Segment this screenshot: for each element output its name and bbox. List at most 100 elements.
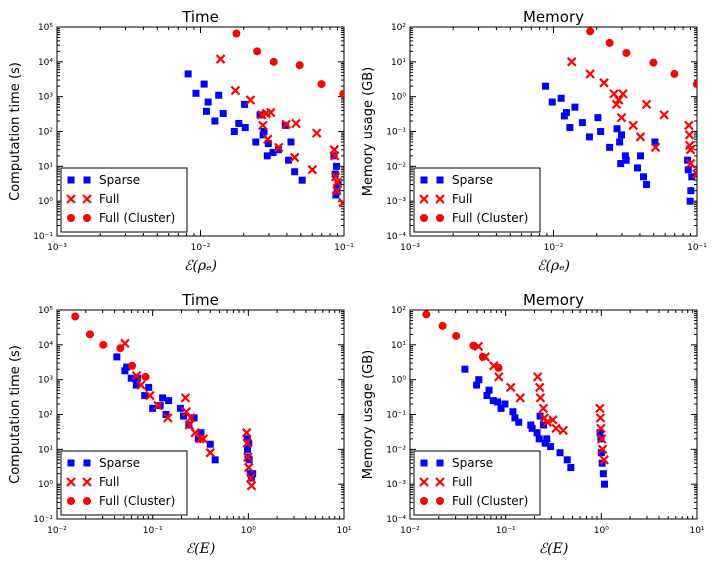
legend-entry: Full — [99, 475, 120, 489]
data-points — [71, 312, 257, 491]
legend-marker-x — [82, 194, 92, 204]
y-tick-label: 10⁻² — [386, 162, 406, 172]
data-point-square — [651, 138, 659, 146]
x-tick-label: 10⁻¹ — [496, 526, 516, 536]
y-axis-label: Computation time (s) — [8, 345, 23, 484]
y-tick-label: 10⁻¹ — [33, 232, 53, 242]
legend-entry: Sparse — [99, 173, 140, 187]
legend-marker-circle — [420, 214, 428, 222]
legend-marker-square — [436, 459, 444, 467]
x-tick-label: 10⁻² — [400, 526, 420, 536]
data-point-square — [567, 464, 575, 472]
data-point-square — [332, 191, 340, 199]
x-tick-label: 10⁰ — [594, 526, 609, 536]
legend-marker-x — [419, 194, 429, 204]
data-point-x — [595, 413, 606, 423]
data-point-circle — [469, 341, 478, 350]
y-tick-label: 10⁻⁴ — [386, 232, 406, 242]
series-full-cluster — [71, 312, 150, 381]
y-tick-label: 10⁰ — [38, 480, 53, 490]
data-point-square — [202, 107, 210, 115]
data-point-square — [194, 435, 202, 443]
chart-title: Time — [181, 291, 219, 309]
data-point-square — [333, 162, 341, 170]
y-tick-label: 10¹ — [391, 58, 406, 68]
data-point-x — [596, 423, 606, 434]
data-points — [542, 27, 697, 205]
data-point-square — [197, 429, 205, 437]
data-point-x — [618, 89, 628, 99]
data-point-circle — [295, 61, 304, 70]
series-full-cluster — [422, 310, 503, 372]
data-point-circle — [692, 80, 697, 89]
data-point-square — [331, 170, 339, 178]
y-tick-label: 10⁻³ — [386, 480, 406, 490]
data-point-square — [156, 402, 164, 410]
legend-marker-circle — [67, 214, 75, 222]
data-point-circle — [116, 344, 125, 353]
data-point-circle — [71, 312, 80, 321]
data-point-x — [153, 400, 163, 411]
data-point-x — [597, 444, 608, 455]
data-point-square — [643, 181, 651, 189]
data-point-x — [338, 197, 344, 208]
data-point-circle — [670, 69, 679, 78]
data-point-square — [542, 82, 550, 90]
data-point-square — [515, 418, 523, 426]
data-point-square — [211, 117, 219, 125]
data-point-circle — [605, 38, 614, 47]
x-tick-label: 10⁻¹ — [143, 526, 163, 536]
data-point-x — [551, 423, 561, 434]
data-point-square — [566, 124, 574, 132]
data-point-square — [494, 398, 502, 406]
data-point-square — [184, 70, 192, 78]
chart-panel-1: 10⁻³ 10⁻² 10⁻¹ 10⁻¹ 10⁰ 10¹ 10² 10³ 10⁴ 10⁵ Time ℰ(… — [8, 8, 354, 274]
legend-entry: Full (Cluster) — [452, 211, 528, 225]
data-point-x — [245, 95, 256, 105]
data-point-x — [532, 372, 543, 382]
data-point-x — [635, 132, 646, 142]
data-point-x — [198, 434, 209, 444]
data-point-x — [641, 99, 652, 110]
data-point-square — [285, 156, 293, 164]
data-point-x — [628, 120, 638, 131]
data-point-x — [241, 427, 252, 438]
data-point-square — [219, 109, 227, 117]
series-full-cluster — [232, 29, 344, 98]
data-point-x — [505, 382, 516, 393]
data-point-square — [547, 443, 555, 451]
data-point-square — [230, 128, 238, 135]
data-point-x — [185, 413, 196, 423]
data-point-square — [215, 91, 223, 99]
data-point-x — [291, 118, 301, 129]
data-points — [422, 310, 609, 488]
legend-marker-square — [83, 459, 91, 467]
data-point-square — [562, 109, 570, 117]
data-point-x — [538, 403, 549, 414]
y-axis-label: Computation time (s) — [8, 62, 23, 201]
data-point-x — [493, 372, 504, 382]
data-point-square — [113, 353, 121, 361]
data-point-x — [289, 152, 300, 163]
data-point-square — [686, 197, 694, 205]
data-point-x — [332, 185, 342, 196]
series-sparse — [542, 82, 696, 205]
series-full — [120, 338, 257, 491]
legend-marker-square — [67, 176, 75, 184]
data-point-square — [616, 138, 624, 146]
data-point-square — [597, 449, 605, 457]
chart-panel-4: 10⁻² 10⁻¹ 10⁰ 10¹ 10⁻⁴ 10⁻³ 10⁻² 10⁻¹ 10⁰ 10¹ 10² M… — [361, 291, 705, 557]
x-tick-label: 10⁰ — [241, 526, 256, 536]
data-point-x — [184, 420, 195, 430]
x-tick-label: 10⁻² — [47, 526, 67, 536]
data-point-square — [249, 470, 257, 478]
data-point-x — [163, 413, 173, 423]
data-point-x — [558, 425, 569, 436]
legend-entry: Full (Cluster) — [99, 211, 175, 225]
legend-box — [413, 167, 541, 233]
y-tick-label: 10⁻¹ — [386, 128, 406, 138]
series-full — [215, 54, 344, 208]
legend-marker-x — [82, 477, 92, 487]
legend-marker-circle — [436, 497, 444, 505]
data-point-x — [246, 480, 257, 491]
